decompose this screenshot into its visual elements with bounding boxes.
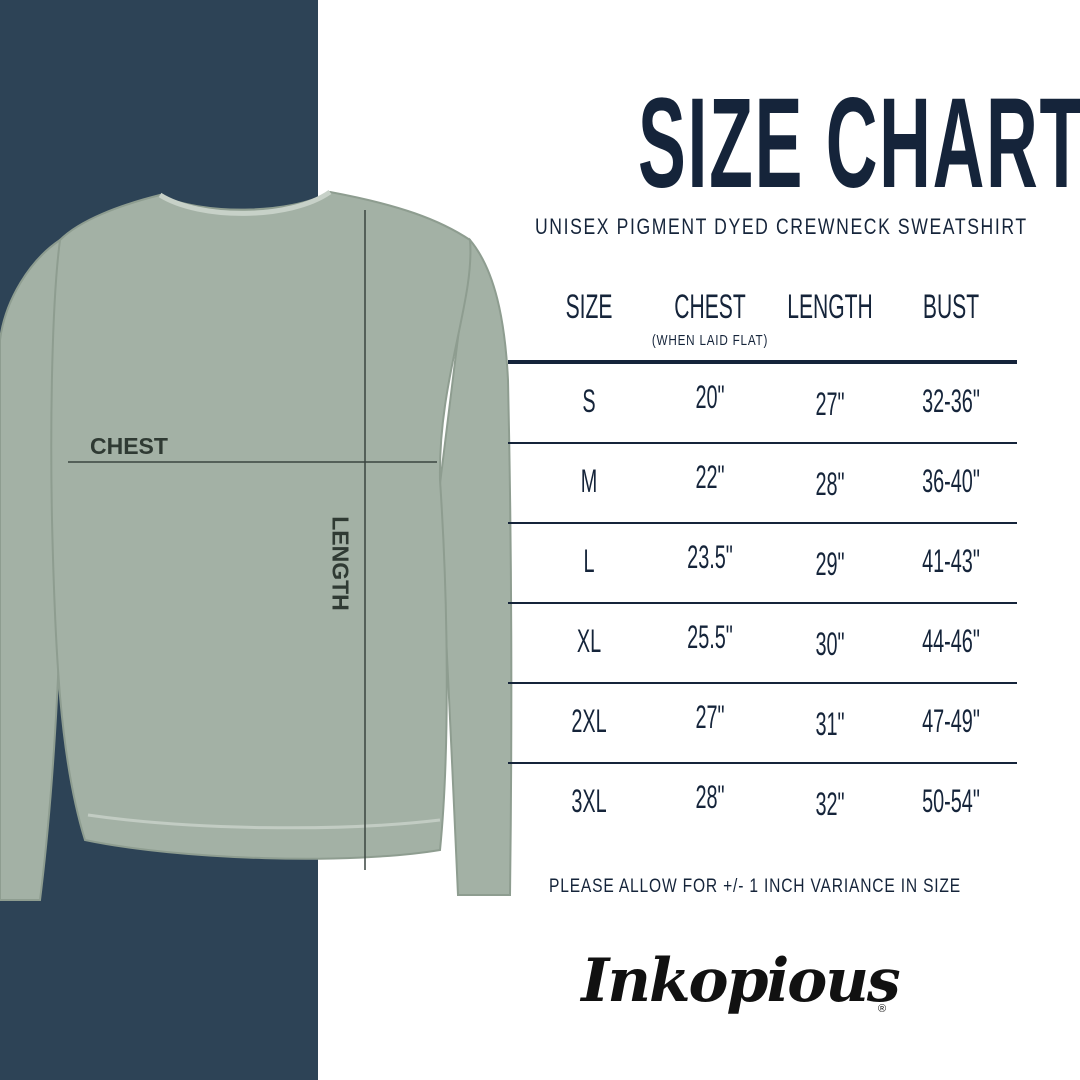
cell-length: 32" <box>815 786 845 822</box>
cell-bust: 41-43" <box>922 543 980 579</box>
header-length: LENGTH <box>787 288 873 326</box>
cell-size: S <box>582 383 596 419</box>
cell-length: 30" <box>815 626 845 662</box>
registered-mark: ® <box>878 1003 887 1015</box>
cell-chest: 27" <box>695 699 725 735</box>
cell-length: 31" <box>815 706 845 742</box>
row-divider <box>508 442 1017 444</box>
cell-size: XL <box>576 623 602 659</box>
cell-length: 29" <box>815 546 845 582</box>
cell-size: 2XL <box>571 703 607 739</box>
cell-bust: 32-36" <box>922 383 980 419</box>
cell-size: L <box>583 543 595 579</box>
chest-note: (WHEN LAID FLAT) <box>651 332 769 349</box>
cell-chest: 20" <box>695 379 725 415</box>
page-subtitle: UNISEX PIGMENT DYED CREWNECK SWEATSHIRT <box>535 214 1028 239</box>
row-divider <box>508 522 1017 524</box>
header-bust: BUST <box>922 288 980 326</box>
cell-length: 28" <box>815 466 845 502</box>
row-divider <box>508 602 1017 604</box>
hem <box>87 813 441 830</box>
header-divider <box>508 360 1017 364</box>
cell-chest: 23.5" <box>687 539 733 575</box>
header-chest: CHEST <box>674 288 746 326</box>
length-label: LENGTH <box>327 516 354 611</box>
cell-bust: 36-40" <box>922 463 980 499</box>
variance-note: PLEASE ALLOW FOR +/- 1 INCH VARIANCE IN … <box>549 876 961 897</box>
cell-bust: 50-54" <box>922 783 980 819</box>
sweatshirt-image <box>0 189 513 901</box>
cell-chest: 25.5" <box>687 619 733 655</box>
cell-size: M <box>580 463 598 499</box>
row-divider <box>508 682 1017 684</box>
chest-label: CHEST <box>90 433 168 459</box>
cell-bust: 47-49" <box>922 703 980 739</box>
collar <box>158 189 332 216</box>
cell-chest: 28" <box>695 779 725 815</box>
header-size: SIZE <box>565 288 613 326</box>
brand-wordmark: Inkopious <box>581 946 900 1016</box>
body <box>50 190 472 860</box>
cell-chest: 22" <box>695 459 725 495</box>
page-title: SIZE CHART <box>638 72 1080 215</box>
cell-size: 3XL <box>571 783 607 819</box>
row-divider <box>508 762 1017 764</box>
cell-length: 27" <box>815 386 845 422</box>
cell-bust: 44-46" <box>922 623 980 659</box>
